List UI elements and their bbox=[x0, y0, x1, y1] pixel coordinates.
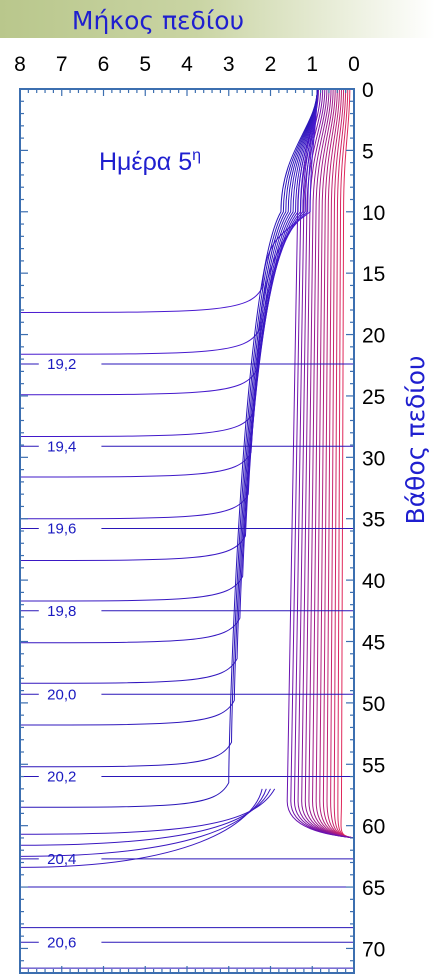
contour-lines bbox=[19, 88, 355, 969]
y-tick-label: 60 bbox=[362, 816, 385, 839]
contour-line-right bbox=[330, 88, 355, 839]
x-tick-label: 2 bbox=[265, 53, 277, 76]
x-tick-label: 0 bbox=[348, 53, 360, 76]
contour-line-left bbox=[19, 88, 318, 768]
contour-line-right bbox=[319, 88, 355, 839]
y-tick-label: 55 bbox=[362, 754, 385, 777]
y-tick-label: 0 bbox=[362, 79, 374, 102]
contour-label: 19,2 bbox=[47, 356, 76, 373]
contour-line-right bbox=[333, 88, 355, 839]
contour-line-right bbox=[340, 88, 355, 839]
y-tick-label: 70 bbox=[362, 938, 385, 961]
y-tick-label: 65 bbox=[362, 877, 385, 900]
y-axis-title: Βάθος πεδίου bbox=[401, 356, 430, 525]
contour-line-bottom bbox=[19, 788, 267, 857]
contour-line-bottom bbox=[19, 788, 263, 868]
x-tick-label: 6 bbox=[98, 53, 110, 76]
x-axis-title: Μήκος πεδίου bbox=[72, 6, 244, 35]
y-tick-label: 20 bbox=[362, 325, 385, 348]
y-tick-label: 40 bbox=[362, 570, 385, 593]
contour-line-left bbox=[19, 88, 318, 355]
y-tick-label: 5 bbox=[362, 140, 374, 163]
contour-line-right bbox=[326, 88, 355, 839]
contour-label: 20,4 bbox=[47, 851, 76, 868]
day-annotation: Ημέρα 5η bbox=[99, 147, 201, 176]
y-tick-label: 45 bbox=[362, 632, 385, 655]
contour-line-left bbox=[19, 88, 318, 313]
x-tick-label: 1 bbox=[306, 53, 318, 76]
x-tick-label: 7 bbox=[56, 53, 68, 76]
x-axis-tick-labels: 8 7 6 5 4 3 2 1 0 bbox=[14, 53, 360, 76]
contour-line-bottom bbox=[19, 788, 276, 835]
contour-labels: 19,2 19,4 19,6 19,8 20,0 20,2 20,4 20,6 bbox=[20, 356, 354, 951]
contour-label: 19,8 bbox=[47, 603, 76, 620]
contour-line-bottom bbox=[19, 788, 271, 846]
y-axis-tick-labels: 0 5 10 15 20 25 30 35 40 45 50 55 60 65 70 bbox=[362, 79, 385, 961]
contour-line-right bbox=[322, 88, 355, 839]
contour-label: 20,2 bbox=[47, 769, 76, 786]
y-tick-label: 25 bbox=[362, 386, 385, 409]
contour-line-left bbox=[19, 88, 318, 808]
x-tick-label: 5 bbox=[139, 53, 151, 76]
contour-line-left bbox=[19, 88, 318, 644]
x-tick-label: 8 bbox=[14, 53, 26, 76]
y-tick-label: 15 bbox=[362, 263, 385, 286]
plot-frame bbox=[19, 88, 355, 974]
contour-label: 20,0 bbox=[47, 686, 76, 703]
contour-line-right bbox=[337, 88, 355, 839]
contour-label: 19,6 bbox=[47, 521, 76, 538]
day-annotation-text: Ημέρα 5 bbox=[99, 148, 192, 176]
y-tick-label: 35 bbox=[362, 509, 385, 532]
contour-line-left bbox=[19, 88, 318, 726]
y-tick-label: 30 bbox=[362, 447, 385, 470]
contour-line-left bbox=[19, 88, 318, 602]
contour-label: 19,4 bbox=[47, 438, 76, 455]
contour-line-left bbox=[19, 88, 318, 684]
x-tick-label: 4 bbox=[181, 53, 193, 76]
day-annotation-superscript: η bbox=[192, 147, 201, 164]
contour-line-left bbox=[19, 88, 318, 561]
y-tick-label: 10 bbox=[362, 202, 385, 225]
y-tick-label: 50 bbox=[362, 693, 385, 716]
title-banner bbox=[0, 0, 435, 38]
contour-label: 20,6 bbox=[47, 934, 76, 951]
x-tick-label: 3 bbox=[223, 53, 235, 76]
